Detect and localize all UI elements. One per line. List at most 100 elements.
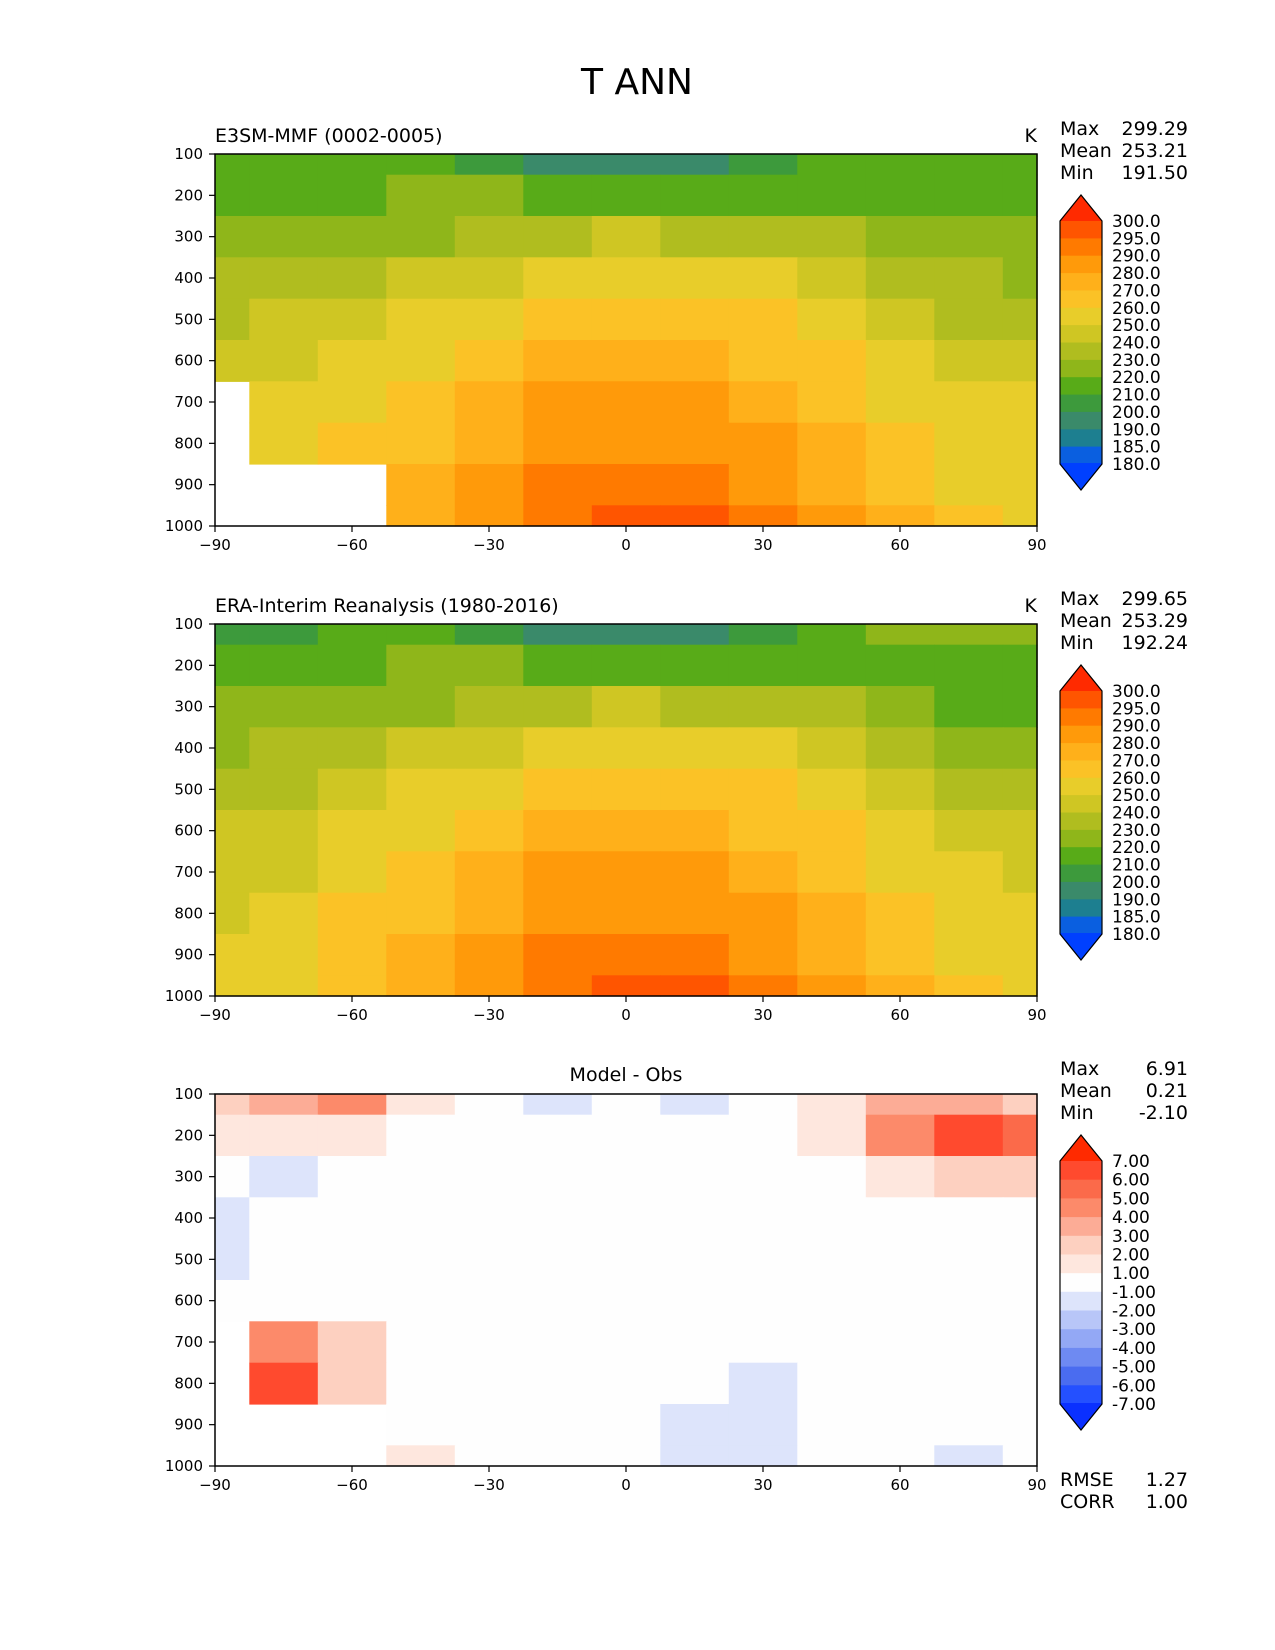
x-tick-label: −60 [336,536,368,554]
heat-cell [728,216,798,258]
heat-cell [215,1197,250,1240]
heat-cell [591,1114,661,1157]
heat-cell [728,1156,798,1198]
heat-cell [591,257,661,300]
heat-cell [797,686,867,728]
heat-cell [728,1197,798,1240]
heat-cell [591,934,661,976]
colorbar-label: 5.00 [1112,1189,1150,1209]
colorbar-band [1060,446,1102,465]
heat-cell [865,686,935,728]
heat-cell [454,1362,524,1405]
heat-cell [249,257,319,300]
colorbar-label: 230.0 [1112,821,1161,841]
heat-cell [523,892,593,935]
heat-cell [797,505,867,527]
heat-cell [865,298,935,341]
heat-cell [728,644,798,687]
heat-cell [454,934,524,976]
colorbar-band [1060,777,1102,796]
colorbar-band [1060,708,1102,727]
heat-cell [660,975,730,997]
heat-cell [454,340,524,382]
heat-cell [934,298,1004,341]
x-tick-label: 30 [753,1476,772,1494]
heat-cell [865,1156,935,1198]
heat-cell [523,1114,593,1157]
heat-cell [660,851,730,894]
heat-cell [1002,1445,1038,1467]
colorbar-label: 1.00 [1112,1264,1150,1284]
heat-cell [317,1238,387,1281]
heat-cell [249,1238,319,1281]
heat-cell [591,422,661,465]
y-tick-label: 200 [174,656,203,674]
heat-cell [865,851,935,894]
heat-cell [591,216,661,258]
heat-cell [1002,1404,1038,1446]
heat-cell [386,686,456,728]
stat-value: 191.50 [1122,162,1188,184]
y-tick-label: 500 [174,310,203,328]
heat-cell [591,851,661,894]
heat-cell [317,1362,387,1405]
heat-cell [523,934,593,976]
colorbar-band [1060,238,1102,257]
x-tick-label: −60 [336,1476,368,1494]
heat-cell [523,1362,593,1405]
y-tick-label: 700 [174,863,203,881]
heat-cell [797,892,867,935]
heat-cell [934,422,1004,465]
heat-cell [454,727,524,770]
heat-cell [934,975,1004,997]
colorbar-label: 6.00 [1112,1171,1150,1191]
heat-cell [454,381,524,424]
heat-cell [523,624,593,646]
colorbar-label: 290.0 [1112,247,1161,267]
stat-label: Min [1060,632,1094,654]
heat-cell [317,1197,387,1240]
colorbar-label: 200.0 [1112,873,1161,893]
bottom-stat-value: 1.27 [1146,1469,1188,1491]
heat-cell [249,381,319,424]
heat-cell [591,340,661,382]
colorbar-band [1060,1217,1102,1237]
colorbar-label: 190.0 [1112,890,1161,910]
heat-cell [660,1238,730,1281]
stat-label: Min [1060,162,1094,184]
y-tick-label: 100 [174,145,203,163]
heat-cell [386,810,456,852]
heat-cell [523,1156,593,1198]
heat-cell [797,1280,867,1322]
heat-cell [215,257,250,300]
heat-cell [1002,1197,1038,1240]
heat-cell [728,1280,798,1322]
heat-cell [934,340,1004,382]
heat-cell [386,1197,456,1240]
heat-cell [1002,851,1038,894]
heat-cell [934,1094,1004,1116]
colorbar-label: -1.00 [1112,1283,1156,1303]
heat-cell [797,1197,867,1240]
x-tick-label: 60 [890,1476,909,1494]
heat-cell [249,1197,319,1240]
heat-cell [728,381,798,424]
heat-cell [317,727,387,770]
heat-cell [797,1404,867,1446]
heat-cell [660,892,730,935]
heat-cell [591,1404,661,1446]
heat-cell [454,686,524,728]
heat-cell [591,381,661,424]
x-tick-label: 0 [621,1476,631,1494]
heat-cell [865,174,935,217]
colorbar-label: -4.00 [1112,1339,1156,1359]
heat-cell [523,851,593,894]
heat-cell [317,154,387,176]
heat-cell [386,505,456,527]
heat-cell [797,216,867,258]
heat-cell [215,1156,250,1198]
heat-cell [249,216,319,258]
colorbar-label: 220.0 [1112,368,1161,388]
stat-value: 299.29 [1122,118,1188,140]
y-tick-label: 600 [174,822,203,840]
